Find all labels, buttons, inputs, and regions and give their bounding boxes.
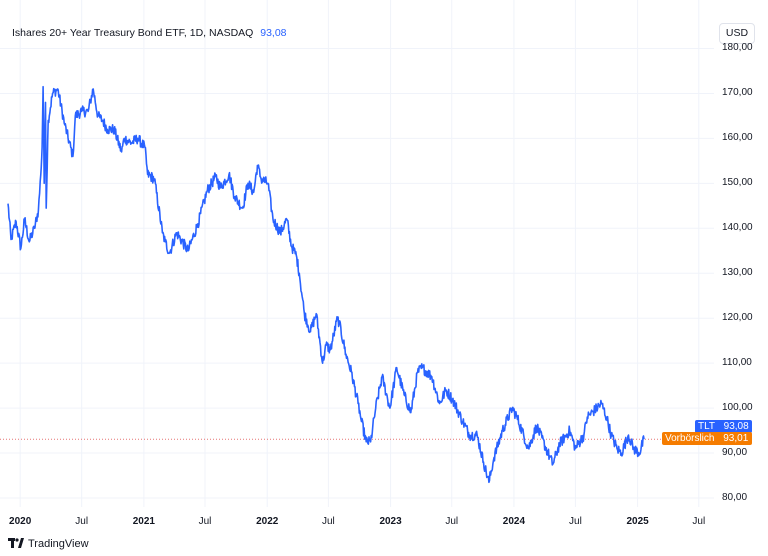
series-line-tlt[interactable] <box>7 85 645 484</box>
x-tick-label: 2022 <box>256 516 279 527</box>
chart-grid <box>0 0 714 507</box>
y-tick-label: 100,00 <box>722 402 753 414</box>
x-tick-label: Jul <box>75 516 89 527</box>
x-tick-label: Jul <box>198 516 212 527</box>
x-tick-label: Jul <box>445 516 459 527</box>
legend-last-price: 93,08 <box>260 27 287 39</box>
y-tick-label: 80,00 <box>722 492 748 503</box>
x-tick-label: Jul <box>692 516 706 527</box>
x-tick-label: 2024 <box>502 516 526 527</box>
y-tick-label: 130,00 <box>722 267 753 279</box>
x-tick-label: 2020 <box>9 516 32 527</box>
y-tick-label: 110,00 <box>722 357 752 369</box>
symbol-title: Ishares 20+ Year Treasury Bond ETF, 1D, … <box>12 27 254 39</box>
ticker-price-tag: TLT 93,08 <box>695 420 752 433</box>
y-tick-label: 90,00 <box>722 447 748 459</box>
premarket-price-tag: Vorbörslich 93,01 <box>662 432 752 445</box>
y-tick-label: 140,00 <box>722 222 753 234</box>
currency-button[interactable]: USD <box>719 23 755 44</box>
x-tick-label: Jul <box>569 516 582 527</box>
premarket-label: Vorbörslich <box>665 433 715 444</box>
brand-name: TradingView <box>28 538 89 550</box>
y-tick-label: 150,00 <box>722 177 753 189</box>
y-tick-label: 170,00 <box>722 87 753 99</box>
y-tick-label: 160,00 <box>722 132 753 144</box>
tradingview-logo-icon <box>8 537 24 551</box>
premarket-value: 93,01 <box>723 433 749 444</box>
chart-legend: Ishares 20+ Year Treasury Bond ETF, 1D, … <box>12 27 287 39</box>
y-tick-label: 120,00 <box>722 312 753 324</box>
ticker-label: TLT <box>698 421 715 432</box>
x-tick-label: Jul <box>321 516 335 527</box>
y-tick-label: 180,00 <box>722 42 753 54</box>
tradingview-branding[interactable]: TradingView <box>8 537 89 551</box>
x-tick-label: 2025 <box>626 516 649 527</box>
x-tick-label: 2021 <box>132 516 155 527</box>
x-tick-label: 2023 <box>379 516 402 527</box>
ticker-value: 93,08 <box>723 421 749 432</box>
